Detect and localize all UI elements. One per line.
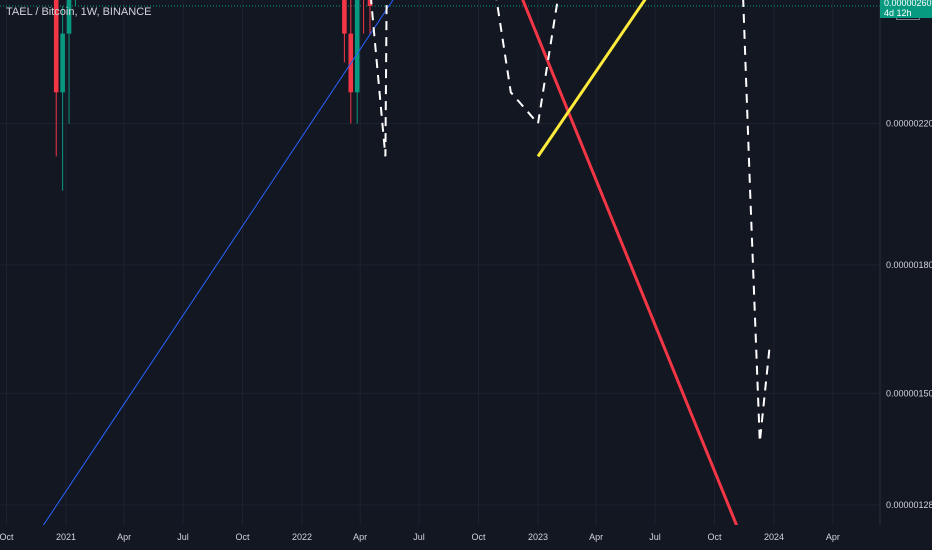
x-tick-label: Oct bbox=[708, 532, 723, 542]
y-tick-label: 0.00000150 bbox=[886, 388, 932, 398]
candle-body bbox=[53, 0, 59, 93]
countdown: 4d 12h bbox=[884, 8, 912, 18]
x-tick-label: Oct bbox=[472, 532, 487, 542]
yellow-bottom-line bbox=[536, 0, 647, 158]
x-tick-label: Apr bbox=[826, 532, 840, 542]
grid bbox=[0, 0, 880, 525]
x-tick-label: Oct bbox=[236, 532, 251, 542]
projection-dashed-line bbox=[370, 0, 771, 443]
y-tick-label: 0.00000220 bbox=[886, 119, 932, 129]
current-price-tag: 0.00000260 4d 12h bbox=[880, 0, 932, 18]
x-tick-label: Jul bbox=[413, 532, 425, 542]
chart-title: TAEL / Bitcoin, 1W, BINANCE bbox=[6, 6, 152, 18]
x-axis: Oct 2021 Apr Jul Oct 2022 Apr Jul Oct 2023 Apr Jul O… bbox=[0, 525, 932, 550]
candle-body bbox=[354, 0, 360, 93]
x-tick-label: 2023 bbox=[528, 532, 548, 542]
trendlines bbox=[26, 0, 749, 550]
current-price: 0.00000260 bbox=[884, 0, 932, 8]
projection-path bbox=[370, 0, 771, 443]
x-tick-label: Apr bbox=[353, 532, 367, 542]
blue-uptrend-line bbox=[26, 0, 394, 550]
candle-body bbox=[342, 0, 347, 34]
x-tick-label: 2024 bbox=[764, 532, 784, 542]
candle-body bbox=[60, 33, 65, 93]
x-axis-band bbox=[0, 525, 932, 550]
x-tick-label: 2021 bbox=[56, 532, 76, 542]
red-downtrend-line bbox=[521, 0, 749, 550]
x-tick-label: Apr bbox=[589, 532, 603, 542]
x-tick-label: Jul bbox=[177, 532, 189, 542]
y-axis: 0.000026000.000022000.000018000.00001500… bbox=[879, 0, 932, 550]
x-tick-label: Apr bbox=[117, 532, 131, 542]
x-tick-label: 2022 bbox=[292, 532, 312, 542]
candle-body bbox=[367, 0, 373, 6]
x-tick-label: Jul bbox=[649, 532, 661, 542]
candle-body bbox=[66, 0, 72, 34]
y-tick-label: 0.00000180 bbox=[886, 260, 932, 270]
x-tick-label: Oct bbox=[0, 532, 14, 542]
candles bbox=[53, 0, 373, 191]
y-tick-label: 0.00000128 bbox=[886, 500, 932, 510]
